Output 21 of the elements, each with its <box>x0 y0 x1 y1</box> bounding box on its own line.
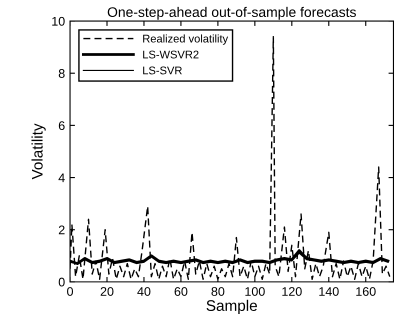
legend-label: Realized volatility <box>143 34 228 45</box>
chart-title: One-step-ahead out-of-sample forecasts <box>108 6 356 20</box>
x-tick-label: 60 <box>174 287 188 296</box>
y-tick-label: 0 <box>58 278 65 287</box>
y-tick-label: 2 <box>58 226 65 234</box>
x-tick-label: 140 <box>319 287 339 296</box>
x-axis-title: Sample <box>206 300 257 314</box>
x-tick-label: 100 <box>245 287 265 296</box>
x-tick-label: 40 <box>137 287 150 296</box>
y-tick-label: 8 <box>58 69 65 78</box>
legend-label: LS-WSVR2 <box>143 50 199 58</box>
y-tick-label: 10 <box>52 16 65 26</box>
y-tick-label: 4 <box>58 173 65 182</box>
x-tick-label: 0 <box>67 287 74 296</box>
legend-label: LS-SVR <box>143 66 182 74</box>
x-tick-label: 80 <box>211 287 224 296</box>
x-tick-label: 120 <box>282 287 302 296</box>
x-tick-label: 20 <box>100 287 114 296</box>
x-tick-label: 160 <box>356 287 376 296</box>
y-tick-label: 6 <box>58 121 65 130</box>
y-axis-title: Volatility <box>31 123 46 180</box>
